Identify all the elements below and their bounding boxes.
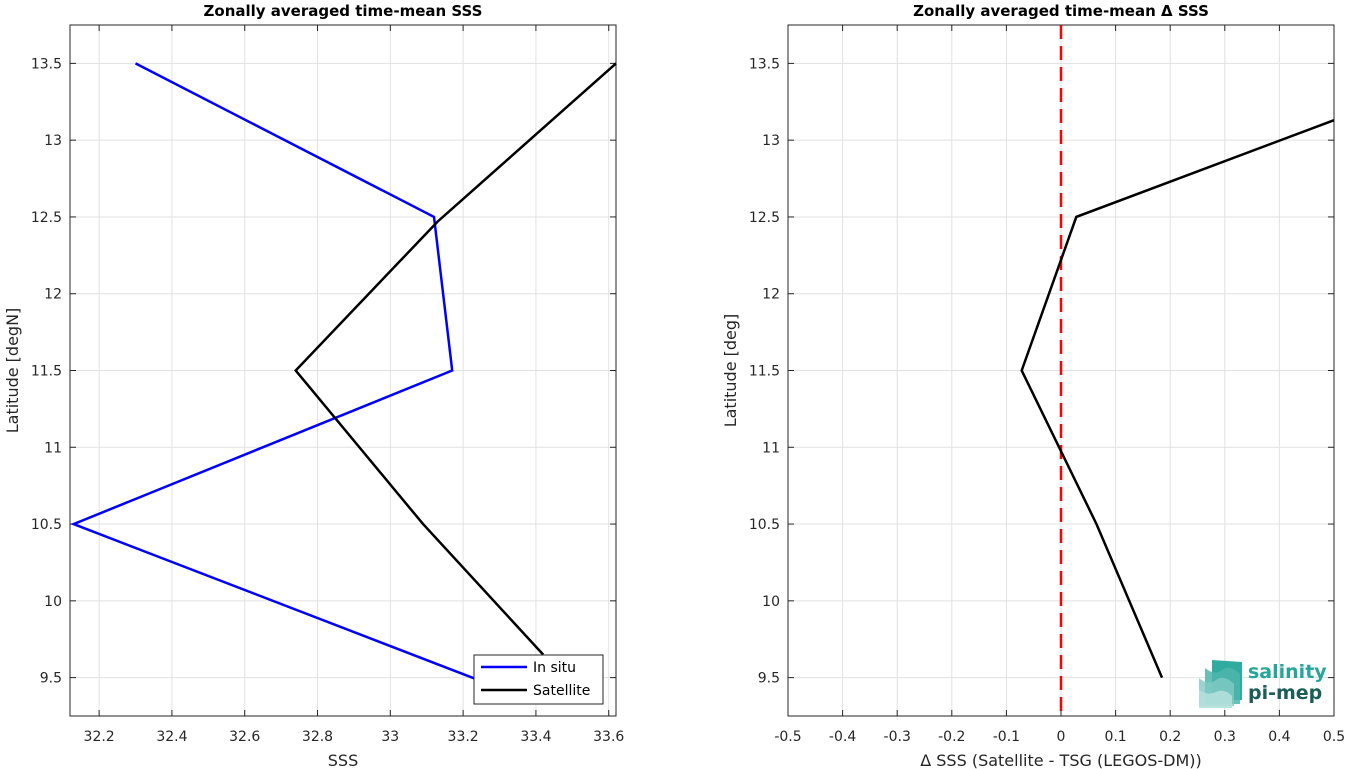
x-axis-label: Δ SSS (Satellite - TSG (LEGOS-DM)) [920, 751, 1202, 769]
y-tick-label: 9.5 [758, 671, 780, 687]
y-axis-label: Latitude [degN] [3, 308, 22, 434]
logo-text-salinity: salinity [1248, 661, 1327, 683]
y-tick-label: 10 [762, 594, 780, 610]
y-tick-label: 10 [44, 594, 62, 610]
x-tick-label: 33.2 [448, 729, 479, 745]
x-tick-label: 0 [1057, 729, 1066, 745]
x-tick-label: 33 [381, 729, 399, 745]
x-tick-label: 32.2 [84, 729, 115, 745]
y-tick-label: 12 [44, 287, 62, 303]
legend: In situ Satellite [473, 654, 604, 705]
x-tick-label: 32.6 [229, 729, 260, 745]
x-tick-label: -0.1 [993, 729, 1020, 745]
x-axis-label: SSS [328, 751, 358, 769]
x-tick-label: 0.4 [1268, 729, 1290, 745]
y-tick-label: 12.5 [31, 210, 62, 226]
series-line-satellite [294, 62, 617, 656]
x-tick-label: 33.4 [520, 729, 551, 745]
x-tick-label: -0.5 [774, 729, 801, 745]
y-axis-label: Latitude [deg] [721, 314, 740, 428]
y-tick-label: 12 [762, 287, 780, 303]
x-tick-label: 32.4 [156, 729, 187, 745]
x-tick-label: 0.3 [1214, 729, 1236, 745]
y-tick-label: 9.5 [40, 671, 62, 687]
chart-title: Zonally averaged time-mean SSS [204, 2, 483, 20]
series-line-in-situ [70, 62, 493, 687]
y-tick-label: 10.5 [31, 517, 62, 533]
y-tick-label: 10.5 [749, 517, 780, 533]
legend-box [473, 654, 604, 705]
x-tick-label: 33.6 [593, 729, 624, 745]
wave-logo-icon [1199, 660, 1242, 708]
x-tick-label: -0.3 [884, 729, 911, 745]
logo-text-pi-mep: pi-mep [1248, 682, 1322, 704]
x-tick-label: 0.2 [1159, 729, 1181, 745]
y-tick-label: 11 [44, 440, 62, 456]
x-tick-label: -0.2 [938, 729, 965, 745]
y-tick-label: 12.5 [749, 210, 780, 226]
y-tick-label: 11 [762, 440, 780, 456]
delta-sss-plot: -0.5 -0.4 -0.3 -0.2 -0.1 0 0.1 0.2 0.3 0.4 0.5 9.5 1… [721, 2, 1345, 769]
y-tick-label: 11.5 [31, 364, 62, 380]
y-tick-label: 13 [762, 133, 780, 149]
chart-title: Zonally averaged time-mean Δ SSS [913, 2, 1209, 20]
x-tick-label: -0.4 [829, 729, 856, 745]
legend-label-satellite: Satellite [533, 683, 590, 699]
legend-label-in-situ: In situ [533, 660, 576, 676]
sss-plot: 32.2 32.4 32.6 32.8 33 33.2 33.4 33.6 9.5 10 10.5 1… [3, 2, 624, 769]
y-tick-label: 11.5 [749, 364, 780, 380]
y-tick-label: 13 [44, 133, 62, 149]
x-tick-label: 32.8 [302, 729, 333, 745]
salinity-pi-mep-logo: salinity pi-mep [1199, 660, 1327, 708]
x-tick-label: 0.1 [1104, 729, 1126, 745]
y-tick-label: 13.5 [31, 56, 62, 72]
y-tick-label: 13.5 [749, 56, 780, 72]
x-tick-label: 0.5 [1323, 729, 1345, 745]
series-line-delta-sss [1020, 119, 1335, 679]
